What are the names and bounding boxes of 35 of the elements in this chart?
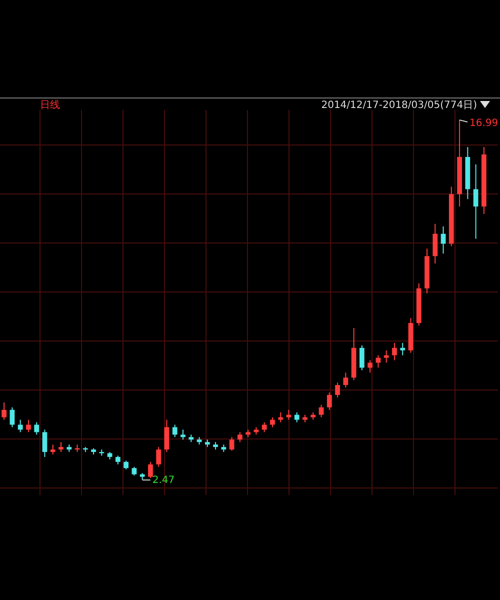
candlestick [26, 419, 31, 433]
chart-title: 日线 [40, 99, 60, 111]
candlestick [156, 446, 162, 468]
candlestick [318, 404, 324, 418]
candlestick [58, 442, 64, 452]
candlestick [368, 360, 373, 374]
candlestick [262, 422, 267, 433]
candlestick [2, 402, 7, 420]
candlestick [229, 436, 234, 452]
candlestick [286, 409, 292, 420]
chart-subtitle: 2014/12/17-2018/03/05(774日) [321, 100, 478, 111]
candlestick [432, 223, 438, 264]
candlestick [42, 429, 48, 458]
candlestick [335, 382, 340, 398]
candlestick [359, 344, 364, 371]
candlestick [473, 164, 478, 240]
candlestick [294, 412, 300, 423]
candlestick [326, 392, 332, 410]
candlestick [392, 342, 397, 361]
candlestick [164, 419, 170, 452]
candlestick [172, 424, 178, 438]
candlestick [343, 372, 348, 388]
candlestick [237, 432, 242, 443]
candlestick [400, 342, 406, 356]
candlestick [148, 461, 153, 479]
annotation: 16.99 [470, 118, 498, 129]
candlestick [50, 444, 56, 455]
candlestick [18, 419, 23, 433]
candlestick [34, 422, 40, 436]
candlestick [384, 350, 389, 364]
candlestick [180, 429, 186, 440]
candlestick [10, 406, 15, 428]
candlestick [278, 412, 284, 423]
annotation: 2.47 [152, 475, 175, 486]
candlestick [270, 416, 275, 428]
